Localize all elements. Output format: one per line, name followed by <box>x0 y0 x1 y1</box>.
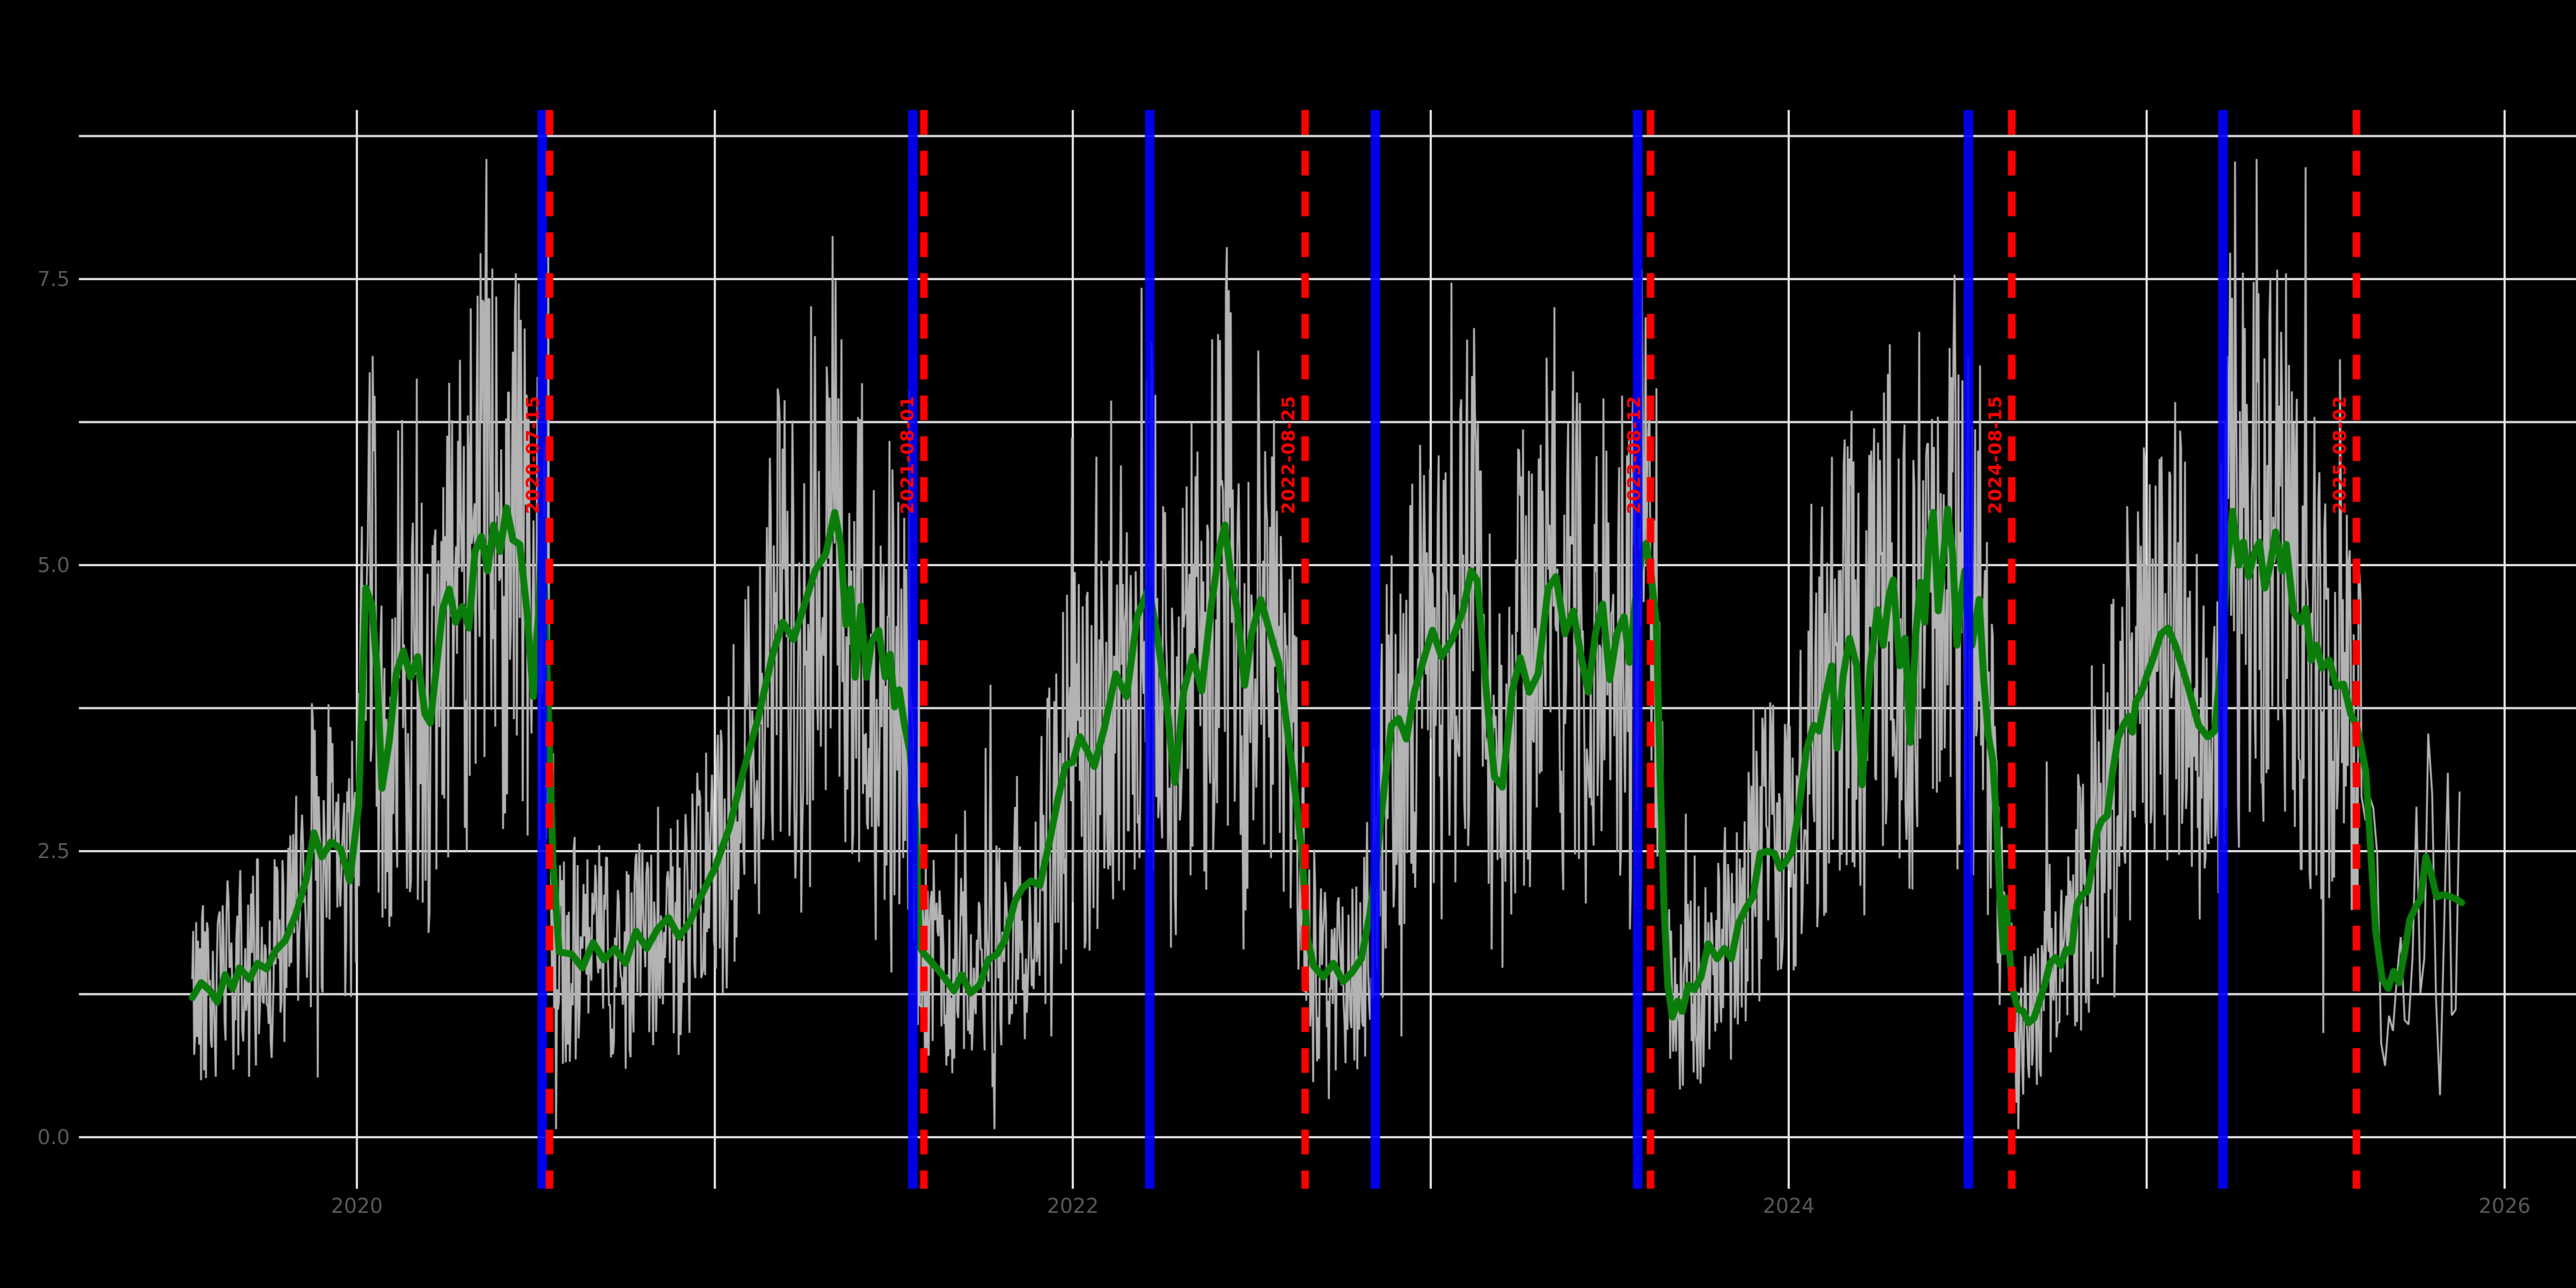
x-axis-tick-label: 2024 <box>1762 1194 1815 1218</box>
y-axis-tick-label: 2.5 <box>37 839 70 863</box>
event-date-label: 2020-07-15 <box>522 395 543 514</box>
event-date-label: 2023-08-12 <box>1623 395 1644 514</box>
y-axis-tick-label: 7.5 <box>37 267 70 291</box>
event-date-label: 2025-08-02 <box>2329 395 2350 514</box>
x-axis-tick-label: 2026 <box>2478 1194 2531 1218</box>
event-date-label: 2024-08-15 <box>1984 395 2006 514</box>
x-axis-tick-label: 2022 <box>1046 1194 1099 1218</box>
event-date-label: 2022-08-25 <box>1277 395 1299 514</box>
event-date-label: 2021-08-01 <box>896 395 918 514</box>
x-axis-tick-label: 2020 <box>331 1194 383 1218</box>
y-axis-tick-label: 5.0 <box>37 553 70 577</box>
y-axis-tick-label: 0.0 <box>37 1125 70 1149</box>
